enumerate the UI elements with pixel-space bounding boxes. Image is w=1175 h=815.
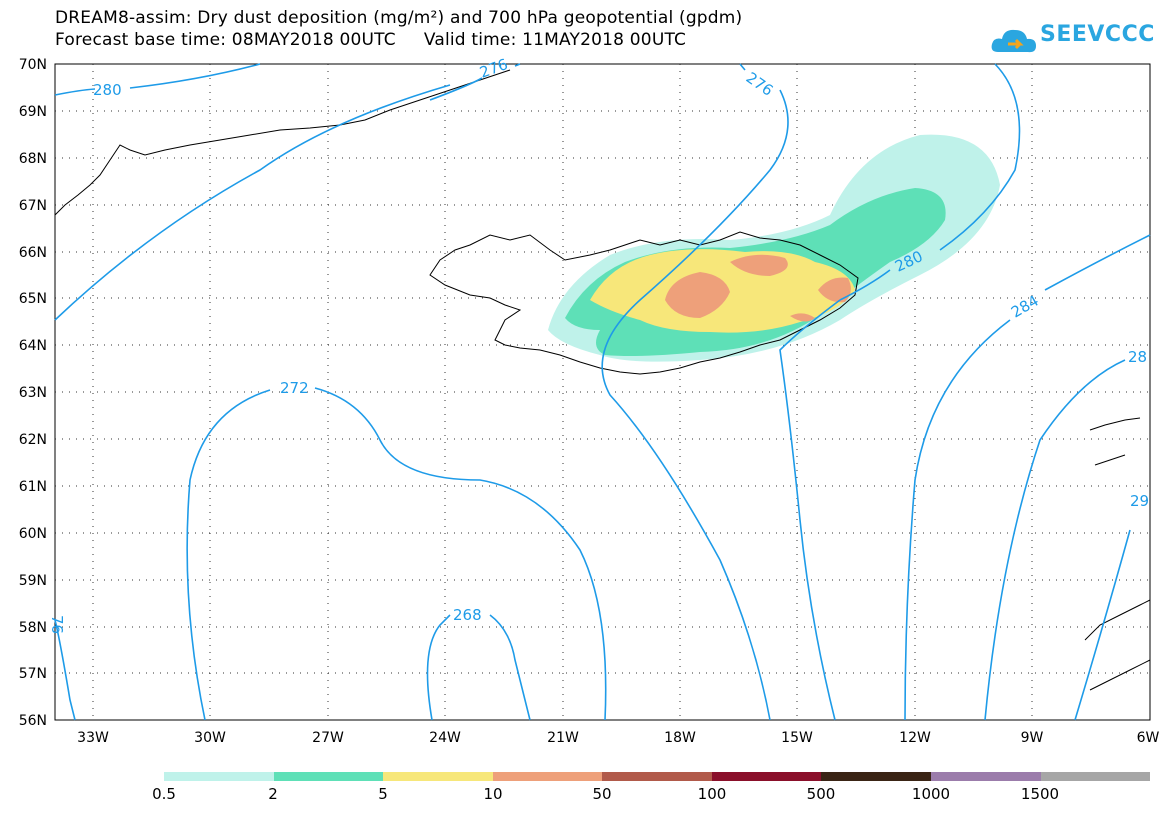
contour-label: 29 bbox=[1130, 492, 1149, 510]
contour-268 bbox=[426, 614, 531, 721]
graticule bbox=[55, 64, 1150, 720]
colorbar-swatch bbox=[492, 772, 603, 781]
lat-label: 64N bbox=[19, 338, 47, 354]
colorbar-label: 5 bbox=[378, 785, 388, 803]
lon-label: 9W bbox=[1021, 730, 1044, 746]
contour-label: 272 bbox=[280, 379, 309, 397]
colorbar-swatch bbox=[273, 772, 384, 781]
latitude-labels: 70N 69N 68N 67N 66N 65N 64N 63N 62N 61N … bbox=[19, 57, 47, 729]
colorbar-label: 10 bbox=[483, 785, 503, 803]
lat-label: 70N bbox=[19, 57, 47, 73]
seevccc-logo-icon bbox=[991, 29, 1036, 53]
colorbar-label: 1500 bbox=[1020, 785, 1060, 803]
contour-272 bbox=[54, 387, 607, 721]
contour-280-greenland bbox=[54, 84, 451, 321]
lat-label: 67N bbox=[19, 198, 47, 214]
contour-280-s bbox=[779, 299, 841, 721]
contour-label: 280 bbox=[93, 81, 122, 99]
contour-276-n bbox=[429, 63, 521, 101]
contour-label: 28 bbox=[1128, 348, 1147, 366]
lat-label: 60N bbox=[19, 526, 47, 542]
colorbar-swatch bbox=[1040, 772, 1151, 781]
dust-level-10 bbox=[665, 254, 851, 322]
lat-label: 57N bbox=[19, 666, 47, 682]
lon-label: 18W bbox=[664, 730, 696, 746]
lon-label: 12W bbox=[899, 730, 931, 746]
colorbar-label: 100 bbox=[697, 785, 727, 803]
contour-280-nw bbox=[54, 63, 261, 96]
map: 280 276 276 272 268 280 284 28 29 76 70N… bbox=[19, 55, 1160, 746]
colorbar-label: 2 bbox=[268, 785, 278, 803]
lat-label: 63N bbox=[19, 385, 47, 401]
colorbar-swatch bbox=[383, 772, 493, 781]
lon-label: 30W bbox=[194, 730, 226, 746]
contour-276-c bbox=[601, 63, 789, 721]
lat-label: 61N bbox=[19, 479, 47, 495]
coast-faroe-norway bbox=[1084, 417, 1151, 691]
title-line-1: DREAM8-assim: Dry dust deposition (mg/m²… bbox=[55, 8, 743, 28]
colorbar bbox=[164, 772, 1151, 781]
lon-label: 33W bbox=[77, 730, 109, 746]
geopotential-contours bbox=[54, 63, 1151, 721]
colorbar-label: 500 bbox=[806, 785, 836, 803]
contour-284 bbox=[904, 234, 1151, 721]
coast-iceland bbox=[429, 231, 859, 375]
contour-280-e bbox=[839, 63, 1021, 301]
lon-label: 24W bbox=[429, 730, 461, 746]
lat-label: 59N bbox=[19, 573, 47, 589]
title-line-2: Forecast base time: 08MAY2018 00UTC Vali… bbox=[55, 30, 687, 50]
logo-text: SEEVCCC bbox=[1040, 22, 1155, 47]
lat-label: 56N bbox=[19, 713, 47, 729]
lon-label: 21W bbox=[547, 730, 579, 746]
colorbar-label: 50 bbox=[592, 785, 612, 803]
colorbar-swatch bbox=[930, 772, 1041, 781]
contour-292 bbox=[1074, 529, 1131, 721]
lon-label: 15W bbox=[781, 730, 813, 746]
lat-label: 66N bbox=[19, 245, 47, 261]
lon-label: 6W bbox=[1137, 730, 1160, 746]
colorbar-swatch bbox=[602, 772, 712, 781]
colorbar-swatch bbox=[711, 772, 822, 781]
longitude-labels: 33W 30W 27W 24W 21W 18W 15W 12W 9W 6W bbox=[77, 730, 1159, 746]
contour-288 bbox=[984, 359, 1126, 721]
lat-label: 62N bbox=[19, 432, 47, 448]
coast-greenland bbox=[54, 69, 511, 216]
lat-label: 58N bbox=[19, 620, 47, 636]
contour-label: 76 bbox=[48, 615, 66, 634]
colorbar-label: 1000 bbox=[911, 785, 951, 803]
lat-label: 69N bbox=[19, 104, 47, 120]
coastlines bbox=[54, 69, 1151, 691]
contour-label: 268 bbox=[453, 606, 482, 624]
lat-label: 68N bbox=[19, 151, 47, 167]
lon-label: 27W bbox=[312, 730, 344, 746]
colorbar-swatch bbox=[821, 772, 931, 781]
colorbar-label: 0.5 bbox=[152, 785, 176, 803]
lat-label: 65N bbox=[19, 291, 47, 307]
dust-deposition-field bbox=[548, 134, 1000, 362]
colorbar-swatch bbox=[164, 772, 274, 781]
